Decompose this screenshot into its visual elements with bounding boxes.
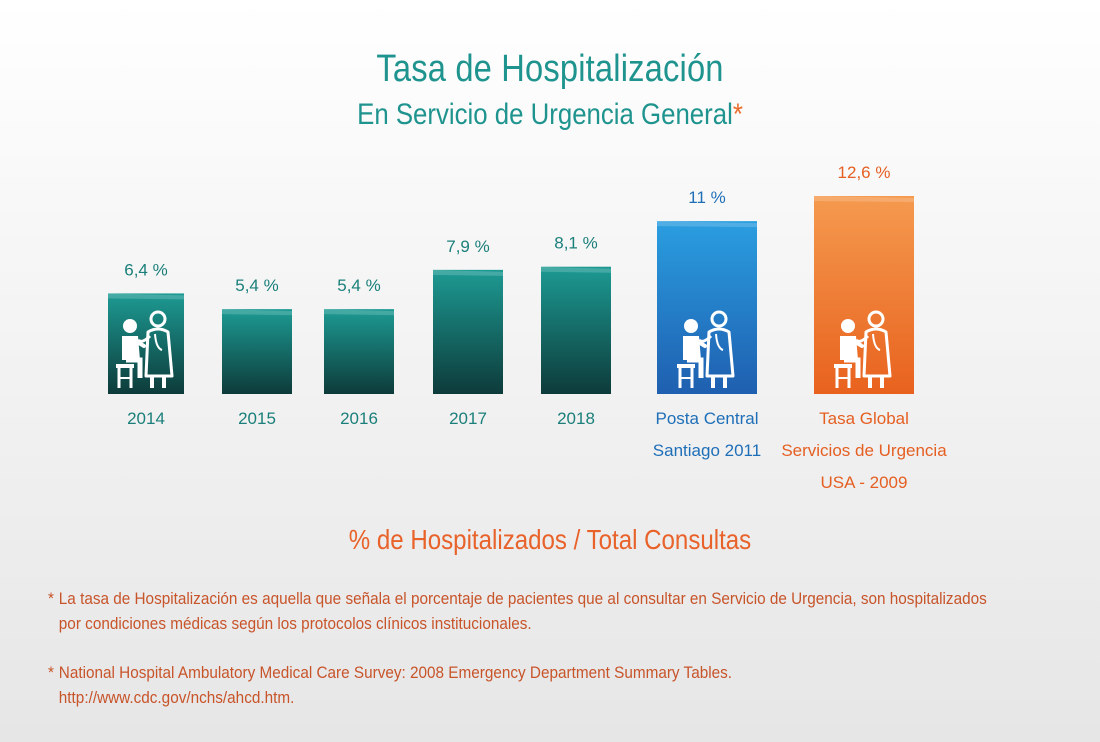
bar-bevel	[433, 269, 503, 276]
category-label: 2018	[557, 409, 595, 428]
bar-bevel	[324, 309, 394, 316]
category-label: Servicios de Urgencia	[781, 441, 947, 460]
category-label: Posta Central	[656, 409, 759, 428]
doctor-patient-icon	[677, 310, 735, 388]
footnote-mark: *	[48, 663, 54, 682]
chart-subtitle-text: En Servicio de Urgencia General	[357, 98, 733, 131]
bar-bevel	[222, 309, 292, 316]
bar-posta-central-santiago-2011	[657, 221, 757, 394]
bar-bevel	[541, 266, 611, 273]
bar-bevel	[108, 293, 184, 300]
category-label: Tasa Global	[819, 409, 909, 428]
bar-rect	[433, 269, 503, 394]
footnote-text: La tasa de Hospitalización es aquella qu…	[58, 589, 987, 633]
value-label: 7,9 %	[446, 237, 489, 256]
chart-title: Tasa de Hospitalización	[376, 48, 724, 90]
doctor-patient-icon	[834, 310, 892, 388]
bar-rect	[324, 309, 394, 394]
value-label: 5,4 %	[337, 276, 380, 295]
category-label: USA - 2009	[821, 473, 908, 492]
bar-2016	[324, 309, 394, 394]
category-label: 2015	[238, 409, 276, 428]
bar-2018	[541, 266, 611, 394]
bar-chart: 6,4 % 2014 5,4 % 2015 5,4 % 2016 7,9 % 2017 8,1 …	[108, 163, 947, 492]
footnotes: * La tasa de Hospitalización es aquella q…	[48, 586, 1068, 734]
footnote-definition: * La tasa de Hospitalización es aquella q…	[48, 586, 1047, 636]
value-label: 8,1 %	[554, 234, 597, 253]
bar-2014	[108, 293, 184, 394]
axis-title: % de Hospitalizados / Total Consultas	[348, 524, 752, 555]
footnote-text: National Hospital Ambulatory Medical Car…	[58, 663, 733, 707]
bar-tasa-global-servicios-de-urgencia-usa-2009	[814, 196, 914, 394]
category-label: 2014	[127, 409, 165, 428]
value-label: 11 %	[688, 188, 726, 207]
category-label: Santiago 2011	[653, 441, 761, 460]
doctor-patient-icon	[116, 310, 174, 388]
subtitle-footnote-mark: *	[732, 98, 743, 131]
footnote-source: * National Hospital Ambulatory Medical Ca…	[48, 660, 1047, 710]
bar-rect	[222, 309, 292, 394]
bar-bevel	[814, 196, 914, 202]
bar-rect	[541, 266, 611, 394]
category-label: 2016	[340, 409, 378, 428]
value-label: 6,4 %	[124, 260, 167, 279]
value-label: 5,4 %	[235, 276, 278, 295]
value-label: 12,6 %	[838, 163, 891, 182]
chart-subtitle: En Servicio de Urgencia General*	[77, 98, 1023, 132]
bar-bevel	[657, 221, 757, 228]
category-label: 2017	[449, 409, 487, 428]
bar-2017	[433, 269, 503, 394]
footnote-mark: *	[48, 589, 54, 608]
bar-2015	[222, 309, 292, 394]
